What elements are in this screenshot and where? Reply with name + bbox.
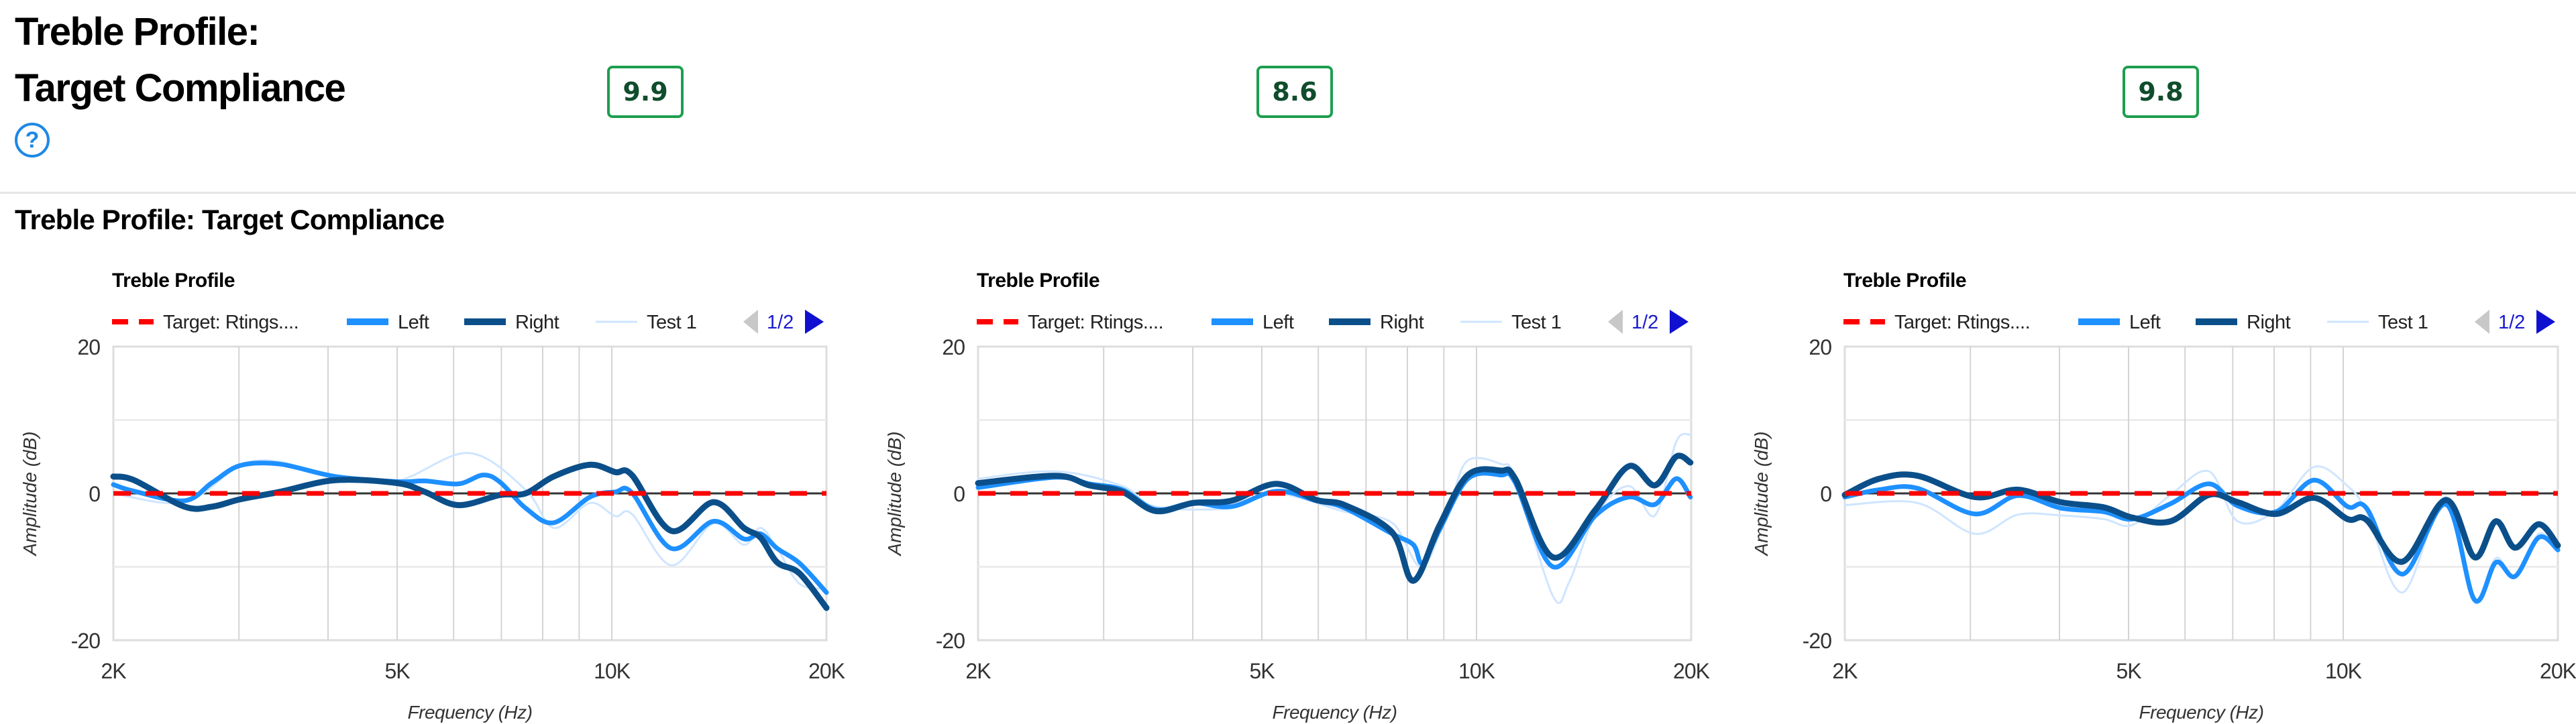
y-axis-label: Amplitude (dB) <box>1751 431 1772 556</box>
legend-prev-arrow-icon[interactable] <box>743 310 758 334</box>
legend-item[interactable]: Right <box>2196 312 2291 333</box>
legend-label: Target: Rtings.... <box>1028 312 1163 333</box>
legend-label: Test 1 <box>647 312 696 333</box>
legend-item[interactable]: Right <box>1329 312 1424 333</box>
y-tick-label: 0 <box>89 482 100 506</box>
x-tick-label: 5K <box>1249 659 1275 683</box>
legend-label: Test 1 <box>2378 312 2428 333</box>
legend-label: Test 1 <box>1511 312 1561 333</box>
legend-next-arrow-icon[interactable] <box>805 310 824 334</box>
x-tick-label: 2K <box>101 659 126 683</box>
legend-label: Left <box>2129 312 2161 333</box>
x-tick-label: 20K <box>808 659 845 683</box>
section-title: Treble Profile: Target Compliance <box>15 204 445 235</box>
x-tick-label: 10K <box>1458 659 1495 683</box>
x-tick-label: 2K <box>965 659 991 683</box>
legend-item[interactable]: Right <box>464 312 559 333</box>
legend-page: 1/2 <box>767 312 794 333</box>
y-tick-label: -20 <box>1803 629 1831 653</box>
x-tick-label: 10K <box>2325 659 2362 683</box>
legend: Target: Rtings.... Left Right Test 1 1/2 <box>977 310 1688 334</box>
chart-2: Treble Profile Target: Rtings.... Left Righ… <box>884 269 1711 723</box>
x-tick-label: 5K <box>384 659 410 683</box>
legend-next-arrow-icon[interactable] <box>1670 310 1688 334</box>
divider <box>0 192 2576 194</box>
title-line-2: Target Compliance <box>15 66 346 110</box>
legend-prev-arrow-icon[interactable] <box>1608 310 1623 334</box>
y-tick-label: 0 <box>953 482 965 506</box>
legend-label: Target: Rtings.... <box>1894 312 2030 333</box>
chart-title: Treble Profile <box>112 269 235 292</box>
y-axis-label: Amplitude (dB) <box>884 431 905 556</box>
x-axis-label: Frequency (Hz) <box>1273 702 1397 723</box>
legend-page: 1/2 <box>1631 312 1658 333</box>
legend-item[interactable]: Left <box>2078 312 2161 333</box>
legend-item[interactable]: Test 1 <box>596 312 697 333</box>
y-tick-label: -20 <box>71 629 100 653</box>
series-line-left <box>1842 477 2561 604</box>
legend-label: Right <box>515 312 559 333</box>
question-circle-icon[interactable]: ? <box>15 123 50 158</box>
chart-title: Treble Profile <box>1843 269 1966 292</box>
legend-label: Left <box>1263 312 1294 333</box>
legend-item[interactable]: Test 1 <box>1460 312 1562 333</box>
y-tick-label: 20 <box>1809 335 1831 359</box>
legend-next-arrow-icon[interactable] <box>2536 310 2555 334</box>
y-tick-label: -20 <box>936 629 965 653</box>
y-axis-label: Amplitude (dB) <box>19 431 40 556</box>
x-axis-label: Frequency (Hz) <box>408 702 533 723</box>
legend-item[interactable]: Left <box>1212 312 1294 333</box>
legend-label: Right <box>1380 312 1424 333</box>
y-tick-label: 0 <box>1820 482 1831 506</box>
legend-item[interactable]: Target: Rtings.... <box>112 312 299 333</box>
x-tick-label: 2K <box>1832 659 1858 683</box>
legend: Target: Rtings.... Left Right Test 1 1/2 <box>1843 310 2555 334</box>
legend-page: 1/2 <box>2498 312 2525 333</box>
legend: Target: Rtings.... Left Right Test 1 1/2 <box>112 310 824 334</box>
score-badge: 9.9 <box>607 66 684 118</box>
legend-item[interactable]: Target: Rtings.... <box>977 312 1164 333</box>
x-tick-label: 10K <box>594 659 631 683</box>
x-tick-label: 20K <box>2540 659 2576 683</box>
y-tick-label: 20 <box>77 335 100 359</box>
page-title: Treble Profile: Target Compliance <box>15 4 346 117</box>
legend-item[interactable]: Target: Rtings.... <box>1843 312 2031 333</box>
series-line-right <box>110 461 830 611</box>
legend-label: Right <box>2247 312 2291 333</box>
legend-label: Target: Rtings.... <box>163 312 299 333</box>
y-tick-label: 20 <box>942 335 965 359</box>
title-line-1: Treble Profile: <box>15 10 260 54</box>
score-badge: 8.6 <box>1256 66 1333 118</box>
legend-prev-arrow-icon[interactable] <box>2475 310 2489 334</box>
chart-title: Treble Profile <box>977 269 1099 292</box>
series-line-right <box>1841 471 2561 565</box>
legend-label: Left <box>398 312 429 333</box>
chart-3: Treble Profile Target: Rtings.... Left Righ… <box>1751 269 2576 723</box>
legend-item[interactable]: Test 1 <box>2327 312 2428 333</box>
score-badge: 9.8 <box>2123 66 2199 118</box>
x-axis-label: Frequency (Hz) <box>2139 702 2264 723</box>
legend-item[interactable]: Left <box>347 312 429 333</box>
x-tick-label: 20K <box>1673 659 1710 683</box>
chart-1: Treble Profile Target: Rtings.... Left Righ… <box>19 269 846 723</box>
x-tick-label: 5K <box>2116 659 2141 683</box>
